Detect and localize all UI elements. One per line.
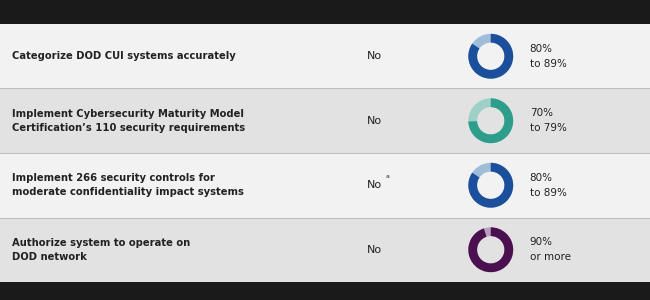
Text: No: No <box>367 180 382 190</box>
Bar <box>0 218 650 282</box>
Wedge shape <box>469 227 513 272</box>
Text: to 89%: to 89% <box>530 59 567 69</box>
Wedge shape <box>468 34 514 79</box>
Text: 80%: 80% <box>530 173 552 183</box>
Wedge shape <box>468 163 514 208</box>
Text: or more: or more <box>530 252 571 262</box>
Text: to 89%: to 89% <box>530 188 567 198</box>
Wedge shape <box>469 163 513 208</box>
Bar <box>0 153 650 218</box>
Bar <box>0 24 650 88</box>
Bar <box>0 24 650 282</box>
Text: No: No <box>367 116 382 126</box>
Text: No: No <box>367 51 382 61</box>
Text: 70%: 70% <box>530 108 552 118</box>
Wedge shape <box>469 98 513 143</box>
Bar <box>0 88 650 153</box>
Text: to 79%: to 79% <box>530 123 567 133</box>
Text: Categorize DOD CUI systems accurately: Categorize DOD CUI systems accurately <box>12 51 235 61</box>
Text: Authorize system to operate on
DOD network: Authorize system to operate on DOD netwo… <box>12 238 190 262</box>
Text: Implement 266 security controls for
moderate confidentiality impact systems: Implement 266 security controls for mode… <box>12 173 244 197</box>
Text: a: a <box>385 174 389 178</box>
Wedge shape <box>469 34 513 79</box>
Text: 90%: 90% <box>530 237 552 247</box>
Text: Implement Cybersecurity Maturity Model
Certification’s 110 security requirements: Implement Cybersecurity Maturity Model C… <box>12 109 245 133</box>
Text: No: No <box>367 245 382 255</box>
Text: 80%: 80% <box>530 44 552 54</box>
Wedge shape <box>468 227 514 272</box>
Wedge shape <box>468 98 514 143</box>
